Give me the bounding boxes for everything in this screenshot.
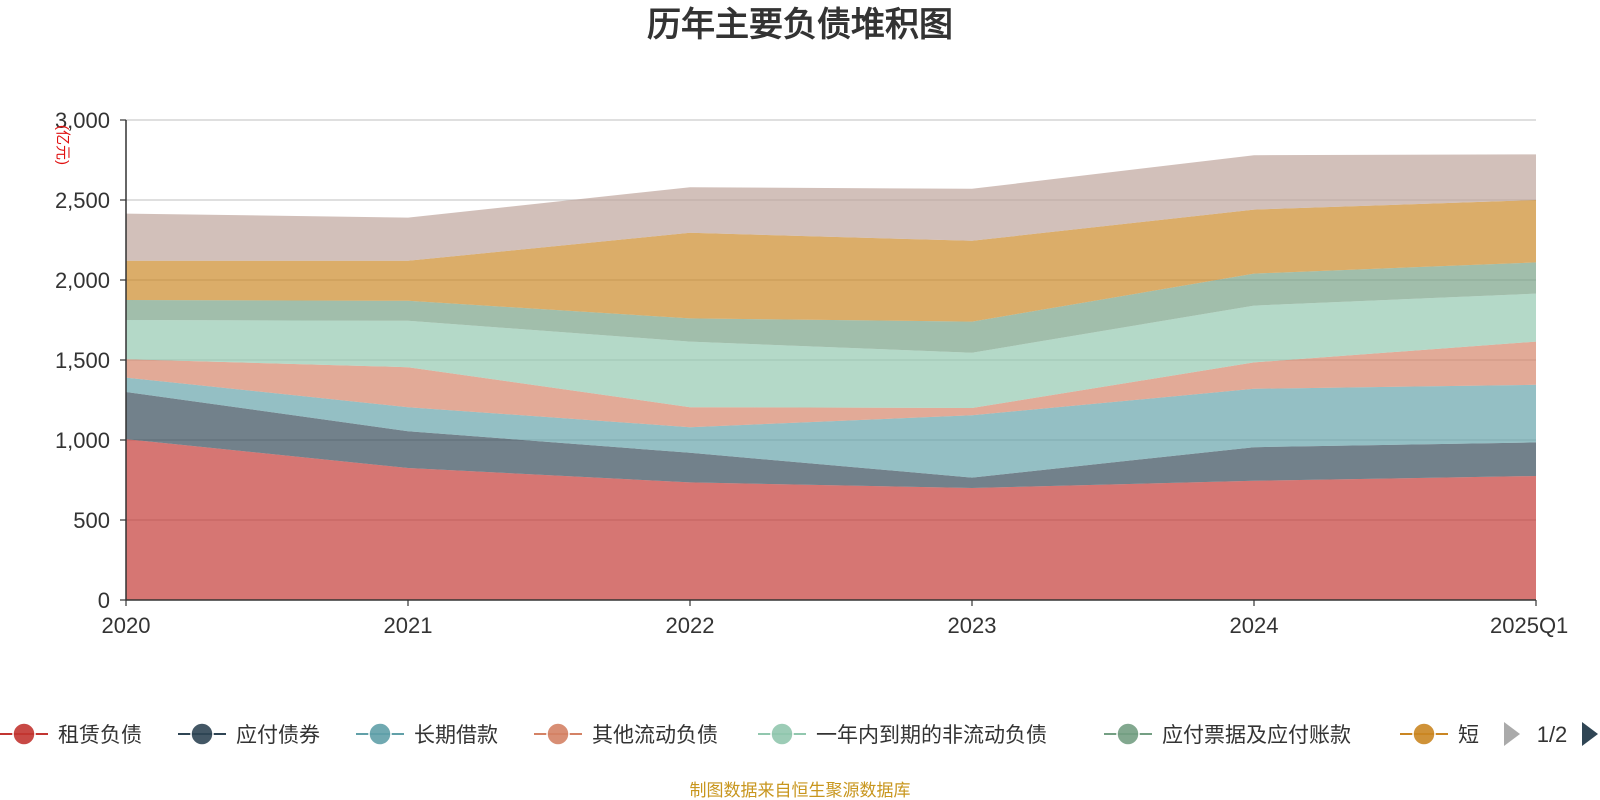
area-series-租赁负债[interactable] — [126, 439, 1536, 600]
legend-marker — [770, 722, 794, 746]
legend-item-应付债券[interactable]: 应付债券 — [178, 722, 320, 747]
x-tick-label: 2025Q1 — [1490, 613, 1568, 638]
legend-page-indicator: 1/2 — [1537, 722, 1568, 747]
legend-label: 长期借款 — [414, 723, 498, 747]
x-tick-label: 2023 — [948, 613, 997, 638]
area-series-其他流动负债[interactable] — [126, 341, 1536, 428]
area-series-其他[interactable] — [126, 154, 1536, 261]
legend-marker — [1412, 722, 1436, 746]
area-series-应付债券[interactable] — [126, 392, 1536, 488]
area-series-长期借款[interactable] — [126, 377, 1536, 478]
legend-label: 应付债券 — [236, 723, 320, 747]
y-tick-label: 500 — [73, 508, 110, 533]
legend-item-短[interactable]: 短 — [1400, 722, 1479, 747]
stacked-areas — [126, 154, 1536, 600]
legend-next-page-icon[interactable] — [1582, 722, 1598, 746]
legend-label: 一年内到期的非流动负债 — [816, 723, 1047, 747]
legend-marker — [368, 722, 392, 746]
y-axis-unit-label: (亿元) — [54, 125, 71, 165]
area-series-短期借款[interactable] — [126, 200, 1536, 322]
legend-item-其他流动负债[interactable]: 其他流动负债 — [534, 722, 718, 747]
legend-marker — [1116, 722, 1140, 746]
legend-marker — [546, 722, 570, 746]
chart-title: 历年主要负债堆积图 — [647, 5, 953, 45]
y-tick-label: 2,000 — [55, 268, 110, 293]
y-tick-label: 1,500 — [55, 348, 110, 373]
x-tick-label: 2021 — [384, 613, 433, 638]
x-tick-label: 2020 — [102, 613, 151, 638]
legend-item-长期借款[interactable]: 长期借款 — [356, 722, 498, 747]
legend[interactable]: 租赁负债 应付债券 长期借款 其他流动负债 一年内到期的非流动负债 应付票据及应付账款 短 1… — [0, 722, 1598, 747]
y-tick-label: 0 — [98, 588, 110, 613]
legend-prev-page-icon[interactable] — [1504, 722, 1520, 746]
y-tick-label: 3,000 — [55, 108, 110, 133]
axes: 2020 2021 2022 2023 2024 2025Q1 — [102, 120, 1568, 638]
legend-item-应付票据及应付账款[interactable]: 应付票据及应付账款 — [1104, 722, 1351, 747]
x-tick-label: 2024 — [1230, 613, 1279, 638]
legend-label: 短 — [1458, 723, 1479, 747]
legend-label: 其他流动负债 — [592, 723, 718, 747]
legend-label: 租赁负债 — [58, 723, 142, 747]
legend-item-租赁负债[interactable]: 租赁负债 — [0, 722, 142, 747]
y-tick-label: 1,000 — [55, 428, 110, 453]
legend-marker — [12, 722, 36, 746]
area-series-一年内到期的非流动负债[interactable] — [126, 293, 1536, 408]
legend-marker — [190, 722, 214, 746]
area-series-应付票据及应付账款[interactable] — [126, 262, 1536, 353]
legend-label: 应付票据及应付账款 — [1162, 723, 1351, 747]
legend-item-一年内到期的非流动负债[interactable]: 一年内到期的非流动负债 — [758, 722, 1047, 747]
source-note: 制图数据来自恒生聚源数据库 — [690, 781, 911, 800]
y-tick-label: 2,500 — [55, 188, 110, 213]
x-tick-label: 2022 — [666, 613, 715, 638]
